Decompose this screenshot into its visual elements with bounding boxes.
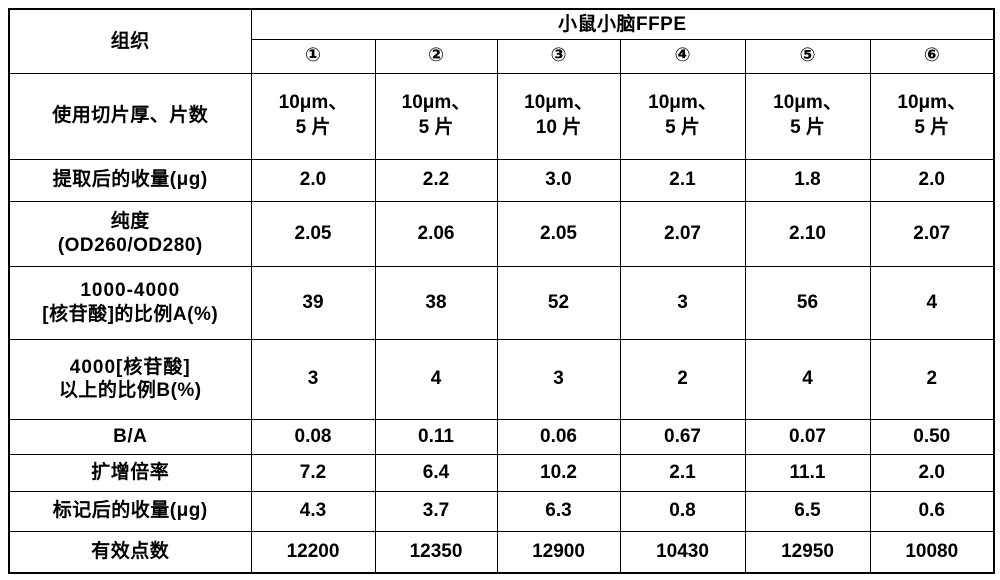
cell-ratio-a-3: 52 [497, 266, 620, 339]
row-label-line1: 提取后的收量(μg) [12, 168, 249, 191]
data-table-container: 组织 小鼠小脑FFPE ① ② ③ ④ ⑤ ⑥ 使用切片厚、片数 [8, 8, 993, 573]
cell-valid-spot-count-5: 12950 [745, 531, 870, 573]
cell-amplification-6: 2.0 [870, 454, 994, 491]
cell-purity-4: 2.07 [620, 201, 745, 266]
cell-yield-after-extraction-5: 1.8 [745, 159, 870, 201]
cell-b-over-a-6: 0.50 [870, 419, 994, 454]
row-label-line1: 4000[核苷酸] [12, 356, 249, 379]
cell-ratio-a-1: 39 [251, 266, 375, 339]
row-label-b-over-a: B/A [9, 419, 251, 454]
page-root: 组织 小鼠小脑FFPE ① ② ③ ④ ⑤ ⑥ 使用切片厚、片数 [0, 0, 1000, 580]
table-row: 扩增倍率 7.2 6.4 10.2 2.1 11.1 2.0 [9, 454, 994, 491]
column-header-1: ① [251, 39, 375, 73]
cell-yield-after-labeling-5: 6.5 [745, 491, 870, 531]
cell-ratio-b-5: 4 [745, 339, 870, 419]
row-label-line1: 使用切片厚、片数 [12, 104, 249, 127]
column-header-4: ④ [620, 39, 745, 73]
cell-ratio-b-3: 3 [497, 339, 620, 419]
cell-amplification-5: 11.1 [745, 454, 870, 491]
row-label-line1: 有效点数 [12, 540, 249, 563]
table-row: 标记后的收量(μg) 4.3 3.7 6.3 0.8 6.5 0.6 [9, 491, 994, 531]
row-label-line2: 以上的比例B(%) [12, 379, 249, 402]
table-row: 提取后的收量(μg) 2.0 2.2 3.0 2.1 1.8 2.0 [9, 159, 994, 201]
cell-yield-after-labeling-2: 3.7 [375, 491, 497, 531]
cell-ratio-b-1: 3 [251, 339, 375, 419]
table-row: 1000-4000 [核苷酸]的比例A(%) 39 38 52 3 56 4 [9, 266, 994, 339]
row-label-line1: 纯度 [12, 210, 249, 233]
column-header-2: ② [375, 39, 497, 73]
cell-valid-spot-count-1: 12200 [251, 531, 375, 573]
row-label-amplification-factor: 扩增倍率 [9, 454, 251, 491]
row-label-ratio-a-1000-4000: 1000-4000 [核苷酸]的比例A(%) [9, 266, 251, 339]
cell-amplification-1: 7.2 [251, 454, 375, 491]
cell-valid-spot-count-2: 12350 [375, 531, 497, 573]
cell-yield-after-extraction-6: 2.0 [870, 159, 994, 201]
table-row: B/A 0.08 0.11 0.06 0.67 0.07 0.50 [9, 419, 994, 454]
cell-amplification-3: 10.2 [497, 454, 620, 491]
cell-amplification-2: 6.4 [375, 454, 497, 491]
cell-amplification-4: 2.1 [620, 454, 745, 491]
row-label-line1: 扩增倍率 [12, 461, 249, 484]
cell-ratio-b-2: 4 [375, 339, 497, 419]
cell-valid-spot-count-3: 12900 [497, 531, 620, 573]
cell-purity-3: 2.05 [497, 201, 620, 266]
cell-ratio-b-4: 2 [620, 339, 745, 419]
header-corner-label: 组织 [9, 9, 251, 73]
row-label-line1: 1000-4000 [12, 279, 249, 302]
row-label-valid-spot-count: 有效点数 [9, 531, 251, 573]
cell-b-over-a-5: 0.07 [745, 419, 870, 454]
table-row: 4000[核苷酸] 以上的比例B(%) 3 4 3 2 4 2 [9, 339, 994, 419]
row-label-line1: B/A [12, 425, 249, 448]
row-label-purity-od260-od280: 纯度 (OD260/OD280) [9, 201, 251, 266]
cell-yield-after-extraction-1: 2.0 [251, 159, 375, 201]
cell-section-thickness-count-4: 10μm、 5 片 [620, 73, 745, 159]
cell-b-over-a-2: 0.11 [375, 419, 497, 454]
cell-yield-after-labeling-1: 4.3 [251, 491, 375, 531]
cell-purity-5: 2.10 [745, 201, 870, 266]
cell-ratio-a-2: 38 [375, 266, 497, 339]
cell-section-thickness-count-3: 10μm、 10 片 [497, 73, 620, 159]
column-header-5: ⑤ [745, 39, 870, 73]
cell-ratio-a-5: 56 [745, 266, 870, 339]
cell-ratio-b-6: 2 [870, 339, 994, 419]
cell-purity-1: 2.05 [251, 201, 375, 266]
cell-valid-spot-count-6: 10080 [870, 531, 994, 573]
cell-section-thickness-count-6: 10μm、 5 片 [870, 73, 994, 159]
cell-section-thickness-count-5: 10μm、 5 片 [745, 73, 870, 159]
cell-yield-after-extraction-3: 3.0 [497, 159, 620, 201]
table-row: 使用切片厚、片数 10μm、 5 片 10μm、 5 片 10μm、 10 片 [9, 73, 994, 159]
cell-section-thickness-count-2: 10μm、 5 片 [375, 73, 497, 159]
cell-valid-spot-count-4: 10430 [620, 531, 745, 573]
column-header-3: ③ [497, 39, 620, 73]
row-label-yield-after-labeling: 标记后的收量(μg) [9, 491, 251, 531]
cell-yield-after-labeling-4: 0.8 [620, 491, 745, 531]
experiment-results-table: 组织 小鼠小脑FFPE ① ② ③ ④ ⑤ ⑥ 使用切片厚、片数 [8, 8, 995, 574]
cell-b-over-a-4: 0.67 [620, 419, 745, 454]
row-label-section-thickness-count: 使用切片厚、片数 [9, 73, 251, 159]
cell-ratio-a-4: 3 [620, 266, 745, 339]
cell-section-thickness-count-1: 10μm、 5 片 [251, 73, 375, 159]
table-row: 有效点数 12200 12350 12900 10430 12950 10080 [9, 531, 994, 573]
row-label-line1: 标记后的收量(μg) [12, 499, 249, 522]
table-row: 纯度 (OD260/OD280) 2.05 2.06 2.05 2.07 2.1… [9, 201, 994, 266]
row-label-ratio-b-over-4000: 4000[核苷酸] 以上的比例B(%) [9, 339, 251, 419]
cell-yield-after-extraction-4: 2.1 [620, 159, 745, 201]
row-label-line2: (OD260/OD280) [12, 234, 249, 257]
cell-b-over-a-1: 0.08 [251, 419, 375, 454]
row-label-yield-after-extraction: 提取后的收量(μg) [9, 159, 251, 201]
header-group-title: 小鼠小脑FFPE [251, 9, 994, 39]
cell-purity-6: 2.07 [870, 201, 994, 266]
cell-yield-after-labeling-6: 0.6 [870, 491, 994, 531]
column-header-6: ⑥ [870, 39, 994, 73]
cell-yield-after-extraction-2: 2.2 [375, 159, 497, 201]
cell-purity-2: 2.06 [375, 201, 497, 266]
row-label-line2: [核苷酸]的比例A(%) [12, 303, 249, 326]
cell-b-over-a-3: 0.06 [497, 419, 620, 454]
cell-ratio-a-6: 4 [870, 266, 994, 339]
cell-yield-after-labeling-3: 6.3 [497, 491, 620, 531]
table-header-row-group: 组织 小鼠小脑FFPE [9, 9, 994, 39]
